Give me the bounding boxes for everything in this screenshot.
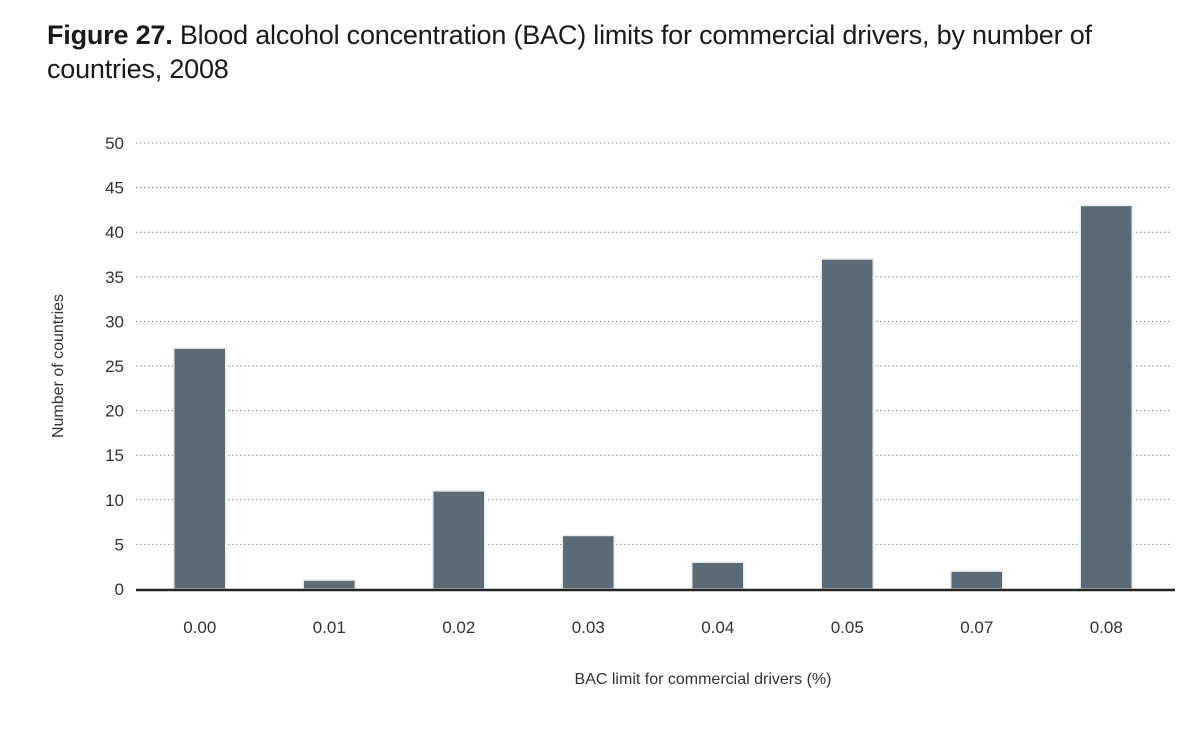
y-tick-label: 50 <box>105 134 124 153</box>
x-tick-label: 0.08 <box>1090 618 1123 637</box>
bar <box>302 579 356 590</box>
y-tick-label: 0 <box>115 580 124 599</box>
bar <box>561 534 615 590</box>
x-tick-label: 0.03 <box>572 618 605 637</box>
y-tick-label: 5 <box>115 535 124 554</box>
x-tick-label: 0.00 <box>183 618 216 637</box>
y-tick-label: 10 <box>105 491 124 510</box>
x-tick-label: 0.02 <box>442 618 475 637</box>
y-tick-label: 15 <box>105 446 124 465</box>
gridlines <box>136 142 1172 545</box>
y-tick-label: 20 <box>105 402 124 421</box>
y-tick-label: 25 <box>105 357 124 376</box>
bar <box>432 490 486 590</box>
x-tick-label: 0.05 <box>831 618 864 637</box>
x-tick-label: 0.01 <box>313 618 346 637</box>
bar <box>820 258 874 590</box>
x-tick-label: 0.07 <box>960 618 993 637</box>
bars <box>173 204 1133 590</box>
y-tick-label: 40 <box>105 223 124 242</box>
bar <box>1079 204 1133 590</box>
chart-title: Figure 27. Blood alcohol concentration (… <box>47 18 1197 86</box>
y-axis-ticks: 0 5 10 15 20 25 30 35 40 45 50 <box>105 134 124 599</box>
x-axis-ticks: 0.00 0.01 0.02 0.03 0.04 0.05 0.07 0.08 <box>183 618 1123 637</box>
x-axis-label: BAC limit for commercial drivers (%) <box>575 671 832 688</box>
bar <box>691 561 745 590</box>
figure-number: Figure 27. <box>47 20 173 50</box>
bar <box>173 347 227 590</box>
y-tick-label: 30 <box>105 312 124 331</box>
x-tick-label: 0.04 <box>701 618 734 637</box>
bar <box>950 570 1004 590</box>
y-axis-label: Number of countries <box>50 294 67 438</box>
figure-title-text: Blood alcohol concentration (BAC) limits… <box>47 20 1092 84</box>
y-tick-label: 45 <box>105 179 124 198</box>
y-tick-label: 35 <box>105 268 124 287</box>
